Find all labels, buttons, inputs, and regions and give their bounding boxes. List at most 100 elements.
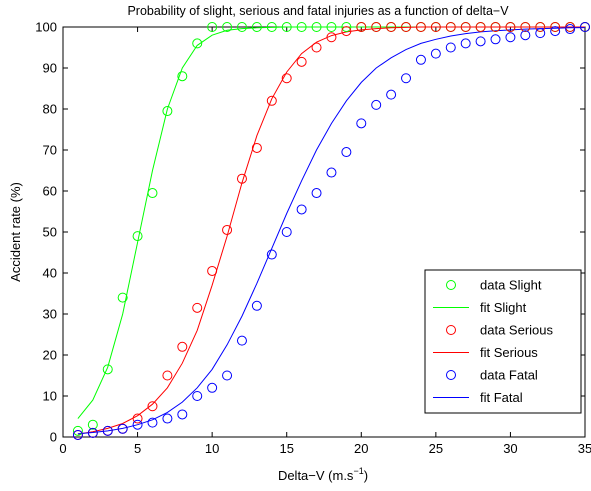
data-fatal-point — [177, 409, 188, 420]
data-serious-point — [401, 22, 412, 32]
data-fatal-point — [475, 36, 486, 47]
legend-label-fit-slight: fit Slight — [480, 300, 527, 315]
legend-swatch-data-serious — [446, 325, 456, 335]
data-fatal-point — [460, 38, 471, 49]
fit-fatal-line — [77, 27, 586, 435]
data-slight-point — [87, 419, 98, 430]
data-serious-point — [490, 22, 501, 32]
y-tick-label: 100 — [35, 20, 57, 35]
data-slight-point — [311, 22, 322, 32]
legend-label-data-slight: data Slight — [480, 278, 542, 293]
data-fatal-point — [162, 413, 173, 424]
data-fatal-point — [580, 22, 590, 32]
data-serious-point — [475, 22, 486, 32]
x-axis-title-suffix: ) — [364, 468, 368, 483]
legend-box — [424, 269, 582, 414]
data-serious-point — [132, 413, 143, 424]
data-fatal-point — [490, 34, 501, 45]
x-tick-label: 20 — [354, 441, 368, 456]
data-slight-point — [341, 22, 352, 32]
data-serious-point — [535, 22, 546, 32]
y-tick-label: 80 — [43, 102, 57, 117]
y-tick-label: 70 — [43, 143, 57, 158]
data-fatal-point — [87, 427, 98, 438]
data-slight-point — [117, 292, 128, 303]
data-serious-point — [296, 56, 307, 67]
y-tick-label: 10 — [43, 389, 57, 404]
data-serious-point — [162, 370, 173, 381]
data-fatal-point — [147, 417, 158, 428]
data-serious-point — [415, 22, 426, 32]
legend-label-fit-serious: fit Serious — [480, 345, 538, 360]
data-fatal-point — [326, 167, 337, 178]
data-serious-point — [222, 224, 233, 235]
data-slight-point — [296, 22, 307, 32]
data-fatal-point — [117, 423, 128, 434]
y-tick-label: 90 — [43, 61, 57, 76]
x-tick-label: 5 — [134, 441, 141, 456]
data-fatal-point — [236, 335, 247, 346]
axis-ticks: 0 5 10 15 20 25 30 35 0 10 20 30 40 50 60 70 80 90 100 — [35, 20, 591, 457]
x-tick-label: 15 — [279, 441, 293, 456]
data-fatal-point — [401, 73, 412, 84]
x-tick-label: 0 — [59, 441, 66, 456]
data-serious-point — [550, 22, 561, 32]
data-fatal-point — [132, 419, 143, 430]
data-serious-point — [460, 22, 471, 32]
data-fatal-point — [356, 118, 367, 129]
y-tick-label: 30 — [43, 307, 57, 322]
data-fatal-point — [386, 89, 397, 100]
data-fatal-point — [311, 188, 322, 199]
data-serious-point — [520, 22, 531, 32]
data-slight-point — [102, 364, 113, 375]
data-serious-point — [371, 22, 382, 32]
data-fatal-point — [445, 42, 456, 53]
x-axis-title-main: Delta−V (m.s — [278, 468, 354, 483]
data-serious-point — [505, 22, 516, 32]
data-fatal-point — [192, 391, 203, 401]
data-fatal-point — [520, 30, 531, 41]
y-tick-label: 0 — [50, 430, 57, 445]
legend-label-data-fatal: data Fatal — [480, 368, 538, 383]
y-tick-label: 20 — [43, 348, 57, 363]
data-serious-point — [386, 22, 397, 32]
y-axis-title: Accident rate (%) — [8, 182, 23, 282]
data-fatal-point — [222, 370, 233, 381]
data-slight-point — [236, 22, 247, 32]
data-slight-point — [177, 71, 188, 82]
data-slight-point — [251, 22, 262, 32]
legend-swatch-data-slight — [446, 280, 456, 290]
data-fatal-point — [251, 300, 262, 311]
data-fatal-point — [430, 48, 441, 59]
data-slight-point — [326, 22, 337, 32]
x-axis-title-exponent: −1 — [353, 466, 363, 476]
legend: data Slight fit Slight data Serious fit Ser… — [424, 269, 582, 414]
data-slight-point — [162, 106, 173, 117]
data-marks — [72, 22, 590, 440]
data-slight-point — [192, 38, 203, 49]
data-serious-point — [356, 22, 367, 32]
data-slight-point — [266, 22, 277, 32]
data-fatal-point — [72, 429, 83, 440]
data-serious-point — [430, 22, 441, 32]
data-fatal-point — [565, 24, 576, 35]
data-slight-point — [132, 231, 143, 242]
x-axis-title: Delta−V (m.s−1) — [278, 466, 368, 483]
data-fatal-point — [535, 28, 546, 39]
data-fatal-point — [505, 32, 516, 43]
x-tick-label: 10 — [205, 441, 219, 456]
data-serious-point — [266, 95, 277, 106]
data-slight-point — [147, 188, 158, 199]
data-serious-point — [341, 26, 352, 37]
data-fatal-point — [371, 99, 382, 110]
data-fatal-point — [550, 26, 561, 37]
data-fatal-point — [102, 425, 113, 436]
data-fatal-point — [207, 382, 218, 393]
data-slight-point — [222, 22, 233, 32]
data-serious-point — [207, 265, 218, 276]
data-serious-point — [251, 142, 262, 153]
y-tick-label: 60 — [43, 184, 57, 199]
x-tick-label: 30 — [503, 441, 517, 456]
legend-label-data-serious: data Serious — [480, 323, 553, 338]
